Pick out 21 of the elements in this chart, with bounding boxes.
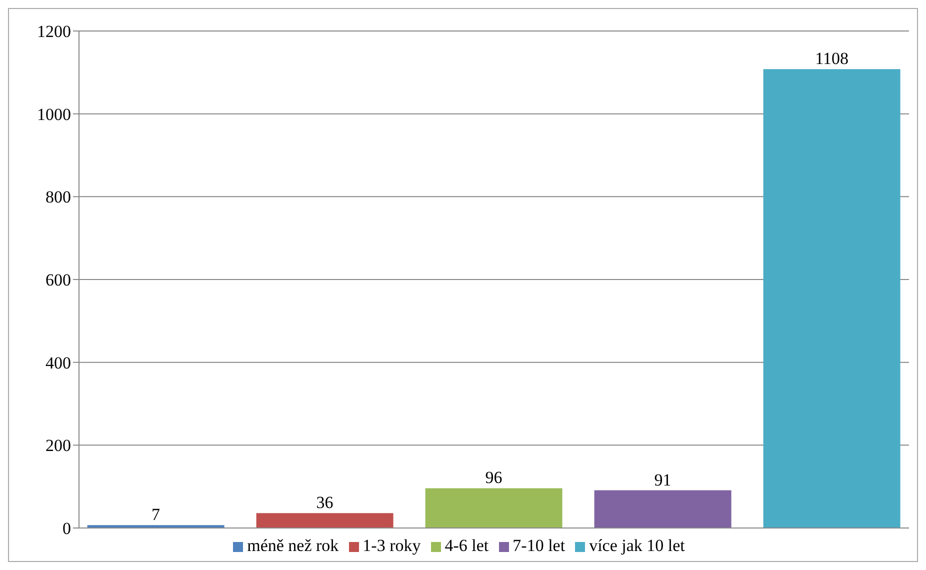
y-tick-label: 200	[46, 436, 71, 456]
data-label: 36	[316, 493, 334, 512]
data-label: 91	[654, 470, 672, 490]
y-tick-label: 400	[46, 353, 71, 372]
y-tick-label: 1000	[37, 104, 71, 124]
y-tick-label: 800	[46, 188, 71, 207]
data-label: 7	[152, 505, 161, 524]
legend-label: méně než rok	[247, 536, 339, 555]
bar	[763, 69, 900, 528]
data-label: 96	[485, 468, 502, 488]
y-tick-label: 1200	[37, 22, 71, 42]
data-label: 1108	[815, 49, 848, 68]
bar	[594, 490, 732, 528]
bar	[256, 513, 394, 528]
bar	[425, 488, 562, 528]
legend-label: 1-3 roky	[362, 536, 421, 555]
legend-label: více jak 10 let	[589, 536, 685, 555]
y-tick-label: 0	[62, 519, 71, 538]
legend-label: 4-6 let	[444, 536, 489, 555]
y-tick-label: 600	[46, 270, 71, 290]
legend-label: 7-10 let	[512, 536, 566, 555]
